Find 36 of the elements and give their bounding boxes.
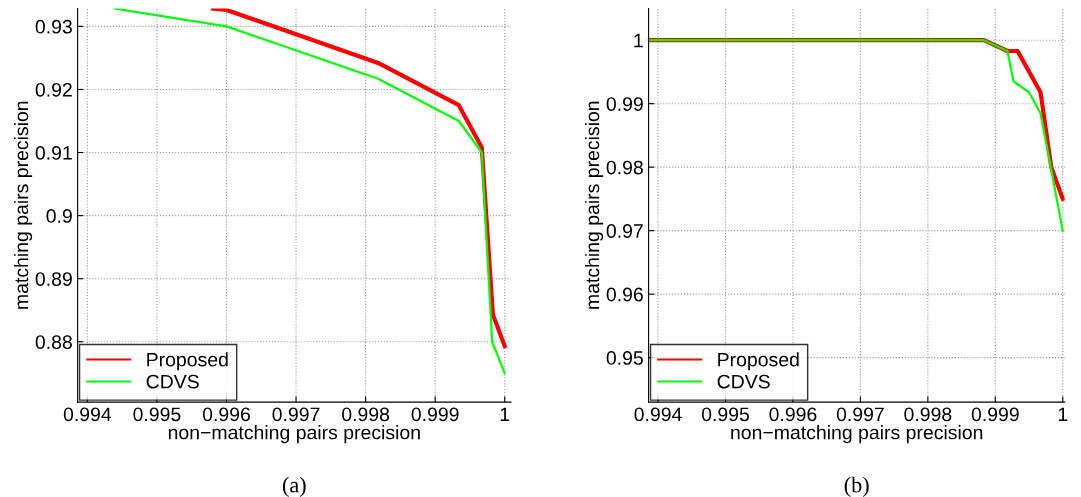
y-axis-title: matching pairs precision: [584, 101, 604, 309]
y-tick-label: 1: [634, 33, 643, 48]
y-axis-title: matching pairs precision: [14, 101, 33, 309]
x-tick-label: 1: [500, 407, 510, 422]
x-tick-label: 0.999: [971, 407, 1019, 422]
x-axis-title: non−matching pairs precision: [731, 425, 983, 444]
y-tick-label: 0.99: [606, 97, 643, 111]
y-tick-label: 0.97: [606, 224, 643, 238]
y-tick-label: 0.93: [35, 19, 72, 34]
x-tick-label: 0.997: [272, 407, 320, 422]
x-tick-label: 0.996: [202, 407, 250, 422]
x-tick-label: 0.998: [342, 407, 390, 422]
x-tick-label: 0.995: [701, 407, 750, 422]
x-axis-title: non−matching pairs precision: [168, 425, 420, 444]
legend-label: CDVS: [717, 374, 770, 389]
legend-label: Proposed: [718, 352, 799, 371]
x-tick-label: 0.996: [769, 407, 817, 422]
x-tick-label: 0.994: [63, 407, 112, 422]
y-tick-label: 0.9: [46, 209, 72, 223]
legend-label: CDVS: [146, 374, 199, 389]
y-tick-label: 0.91: [35, 145, 72, 160]
text: (a): [282, 476, 306, 497]
y-tick-label: 0.89: [35, 272, 72, 286]
x-tick-label: 0.997: [836, 407, 884, 422]
y-tick-label: 0.95: [606, 351, 643, 365]
legend-label: Proposed: [147, 352, 228, 371]
x-tick-label: 0.995: [133, 407, 181, 422]
text: (b): [844, 476, 869, 497]
y-tick-label: 0.98: [606, 160, 643, 175]
x-tick-label: 0.999: [411, 407, 459, 422]
y-tick-label: 0.92: [35, 82, 72, 97]
y-tick-label: 0.88: [35, 335, 72, 349]
x-tick-label: 0.994: [634, 407, 682, 422]
x-tick-label: 0.998: [904, 407, 952, 422]
y-tick-label: 0.96: [606, 287, 643, 302]
x-tick-label: 1: [1058, 407, 1068, 422]
